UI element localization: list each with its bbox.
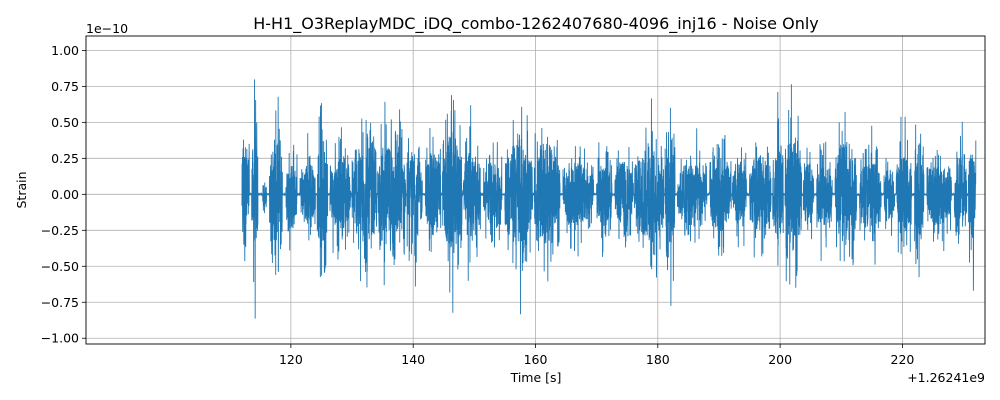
y-tick-label: 0.50 bbox=[51, 115, 79, 130]
x-tick-label: 220 bbox=[891, 352, 915, 367]
x-offset-label: +1.26241e9 bbox=[907, 370, 985, 385]
plot-area bbox=[241, 79, 977, 319]
y-tick-label: −0.50 bbox=[41, 259, 79, 274]
grid-lines bbox=[86, 36, 985, 344]
y-tick-label: 0.75 bbox=[51, 79, 79, 94]
y-tick-label: −1.00 bbox=[41, 331, 79, 346]
x-axis-label: Time [s] bbox=[510, 370, 562, 385]
y-axis: −1.00 −0.75 −0.50 −0.25 0.00 0.25 0.50 0.75 1.00 bbox=[41, 43, 86, 346]
y-tick-label: −0.75 bbox=[41, 295, 79, 310]
chart-title: H-H1_O3ReplayMDC_iDQ_combo-1262407680-40… bbox=[253, 14, 819, 34]
strain-series-line bbox=[241, 79, 977, 319]
y-tick-label: 1.00 bbox=[51, 43, 79, 58]
y-axis-label: Strain bbox=[14, 171, 29, 208]
x-tick-label: 140 bbox=[401, 352, 425, 367]
x-axis: 120 140 160 180 200 220 bbox=[279, 344, 914, 367]
x-tick-label: 200 bbox=[768, 352, 792, 367]
y-scale-label: 1e−10 bbox=[86, 21, 128, 36]
y-tick-label: −0.25 bbox=[41, 223, 79, 238]
x-tick-label: 180 bbox=[646, 352, 670, 367]
y-tick-label: 0.00 bbox=[51, 187, 79, 202]
x-tick-label: 160 bbox=[524, 352, 548, 367]
y-tick-label: 0.25 bbox=[51, 151, 79, 166]
x-tick-label: 120 bbox=[279, 352, 303, 367]
